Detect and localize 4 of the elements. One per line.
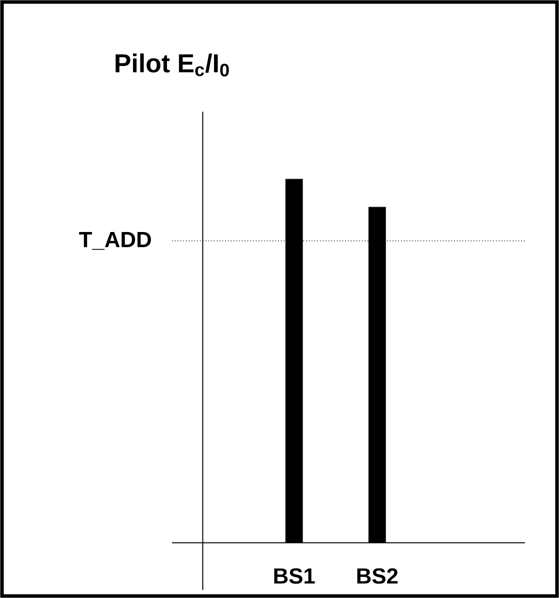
x-tick-label: BS2 xyxy=(357,568,398,584)
y-axis-title: Pilot E$_{c}$/I$_{0}$ xyxy=(116,53,229,77)
ref-line-label: T_ADD xyxy=(79,232,151,250)
x-tick-label: BS1 xyxy=(274,568,315,584)
